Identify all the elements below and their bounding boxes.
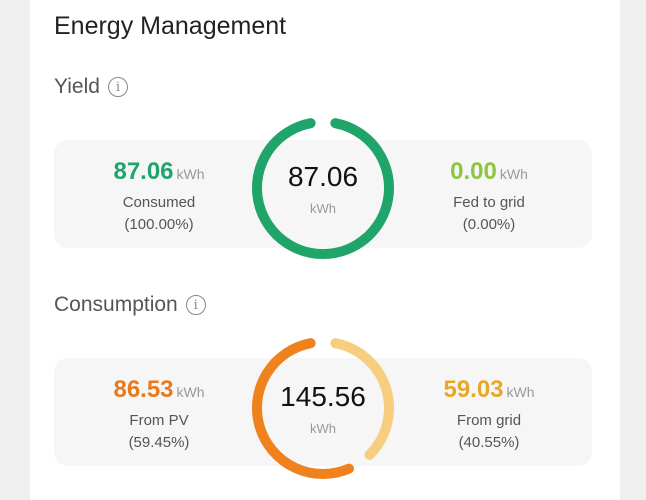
consumption-label: Consumption [54, 293, 178, 316]
grid-label: From grid [456, 412, 522, 429]
consumed-percent: (100.00%) [124, 216, 194, 233]
fed-label: Fed to grid [453, 194, 525, 211]
from-grid-arc [330, 338, 394, 460]
page-title: Energy Management [54, 12, 287, 40]
energy-management-panel: Energy Management Yield i 87.06 kWh Consu… [30, 0, 620, 500]
consumed-value: 87.06 [113, 158, 174, 185]
yield-card: 87.06 kWh Consumed (100.00%) 0.00 kWh Fed t… [54, 140, 592, 248]
pv-label: From PV [129, 412, 189, 429]
consumption-total: 145.56 [280, 380, 366, 412]
yield-ring-chart: 87.06 kWh [248, 113, 398, 263]
yield-section-header: Yield i [54, 75, 128, 99]
consumed-stat: 87.06 kWh Consumed (100.00%) [74, 158, 244, 236]
grid-percent: (40.55%) [458, 434, 520, 451]
info-icon[interactable]: i [185, 295, 206, 315]
grid-value: 59.03 [443, 376, 504, 403]
yield-label: Yield [54, 75, 100, 98]
consumed-unit: kWh [176, 166, 205, 182]
consumption-card: 86.53 kWh From PV (59.45%) 59.03 kWh From g… [54, 358, 592, 466]
from-grid-stat: 59.03 kWh From grid (40.55%) [404, 376, 574, 454]
yield-total: 87.06 [287, 160, 359, 192]
fed-unit: kWh [499, 166, 528, 182]
pv-percent: (59.45%) [128, 434, 190, 451]
consumption-section-header: Consumption i [54, 293, 206, 317]
grid-unit: kWh [506, 384, 535, 400]
from-pv-stat: 86.53 kWh From PV (59.45%) [74, 376, 244, 454]
yield-total-unit: kWh [310, 200, 336, 216]
pv-unit: kWh [176, 384, 205, 400]
consumed-arc [252, 118, 394, 259]
from-pv-arc [252, 338, 355, 479]
pv-value: 86.53 [113, 376, 174, 403]
consumed-label: Consumed [122, 194, 196, 211]
fed-percent: (0.00%) [462, 216, 516, 233]
consumption-total-unit: kWh [310, 420, 336, 436]
info-icon[interactable]: i [107, 77, 128, 97]
fed-value: 0.00 [450, 158, 497, 185]
consumption-ring-chart: 145.56 kWh [248, 333, 398, 483]
fed-to-grid-stat: 0.00 kWh Fed to grid (0.00%) [404, 158, 574, 236]
